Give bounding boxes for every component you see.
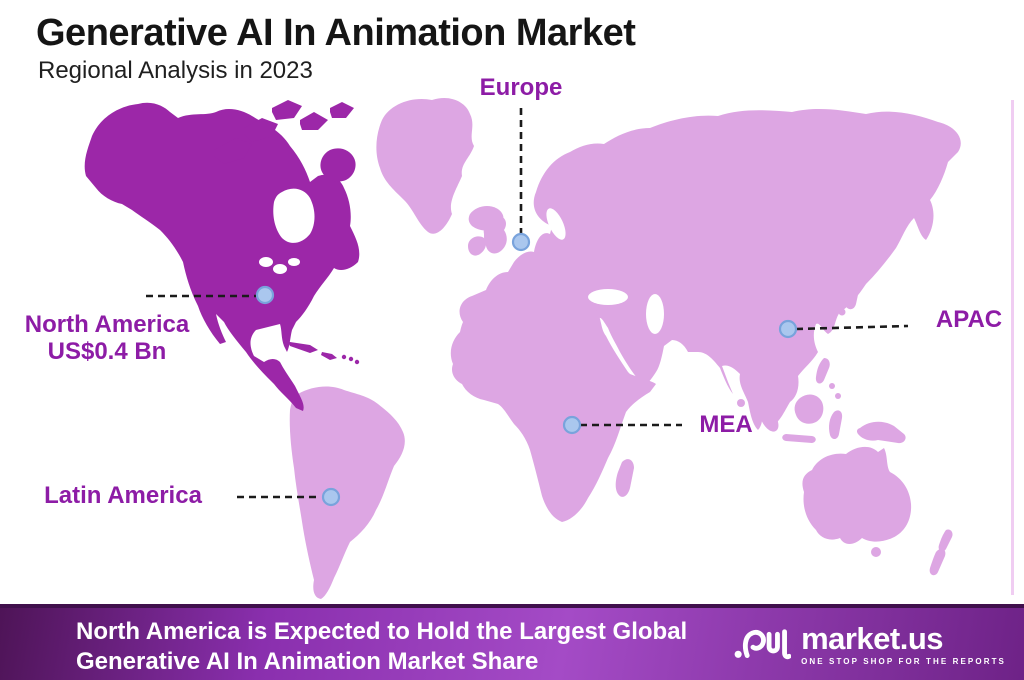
landmass-new-guinea [856, 421, 906, 444]
page-title: Generative AI In Animation Market [36, 12, 636, 54]
region-label-north-america: North America US$0.4 Bn [25, 311, 189, 365]
marker-apac [778, 319, 798, 339]
footer-headline-line1: North America is Expected to Hold the La… [76, 618, 688, 645]
landmass-kyushu [838, 308, 846, 316]
map-region-north-america [84, 100, 360, 412]
landmass-philippine-island [829, 383, 835, 389]
landmass-eurasia [459, 108, 961, 430]
region-label-mea: MEA [699, 411, 753, 438]
landmass-sri-lanka [737, 399, 745, 407]
page-subtitle: Regional Analysis in 2023 [38, 57, 313, 84]
landmass-antilles-1 [341, 354, 347, 360]
landmass-borneo [794, 394, 824, 424]
region-label-apac: APAC [935, 306, 1003, 333]
landmass-south-america [289, 386, 405, 599]
landmass-japan [851, 258, 868, 286]
landmass-sulawesi [829, 410, 843, 440]
landmass-madagascar [615, 459, 634, 497]
marker-latin-america [321, 487, 341, 507]
great-lake-1 [259, 257, 273, 267]
map-region-other [289, 97, 961, 599]
landmass-north-america [84, 102, 360, 412]
black-sea [588, 289, 628, 305]
landmass-baffin [320, 148, 356, 182]
landmass-africa [450, 301, 656, 522]
north-america-label-text: North America [24, 311, 190, 338]
great-lake-3 [288, 258, 300, 266]
connector-apac [795, 324, 909, 331]
marker-north-america [255, 285, 275, 305]
landmass-greenland [376, 97, 474, 234]
brand-text: market.us ONE STOP SHOP FOR THE REPORTS [801, 620, 1006, 666]
landmass-java [782, 434, 816, 443]
brand-tagline: ONE STOP SHOP FOR THE REPORTS [801, 656, 1006, 666]
landmass-nz-north [938, 529, 953, 552]
brand-name: market.us [801, 620, 944, 656]
landmass-hispaniola [321, 352, 337, 360]
footer-headline: North America is Expected to Hold the La… [76, 617, 687, 677]
region-label-europe: Europe [479, 74, 563, 101]
footer-banner: North America is Expected to Hold the La… [0, 604, 1024, 680]
footer-headline-line2: Generative AI In Animation Market Share [76, 648, 539, 675]
region-label-latin-america: Latin America [44, 482, 202, 509]
marketus-logo-icon [734, 629, 792, 660]
landmass-japan-south [843, 284, 859, 310]
landmass-cuba [288, 342, 318, 353]
landmass-philippines [815, 358, 830, 384]
hudson-bay [273, 188, 315, 243]
map-right-edge-border [1011, 100, 1014, 595]
baltic-sea [546, 208, 566, 240]
landmass-nz-south [929, 548, 946, 576]
brand-lockup: market.us ONE STOP SHOP FOR THE REPORTS [733, 616, 1006, 672]
landmass-ireland [468, 236, 487, 256]
landmass-antilles-3 [354, 359, 360, 365]
landmass-uk [483, 216, 507, 254]
great-lake-2 [273, 264, 287, 274]
north-america-value: US$0.4 Bn [47, 338, 167, 365]
map-connectors [146, 108, 909, 499]
marker-mea [562, 415, 582, 435]
caspian-sea [646, 294, 664, 334]
map-inland-seas [546, 208, 664, 334]
landmass-sumatra [756, 391, 779, 432]
landmass-australia [802, 446, 912, 544]
landmass-antilles-2 [348, 356, 354, 362]
marker-europe [511, 232, 531, 252]
landmass-tasmania [871, 547, 881, 557]
landmass-arctic-islands [214, 100, 354, 164]
landmass-sakhalin [882, 211, 898, 253]
landmass-philippine-island-2 [835, 393, 841, 399]
map-markers [255, 232, 798, 507]
